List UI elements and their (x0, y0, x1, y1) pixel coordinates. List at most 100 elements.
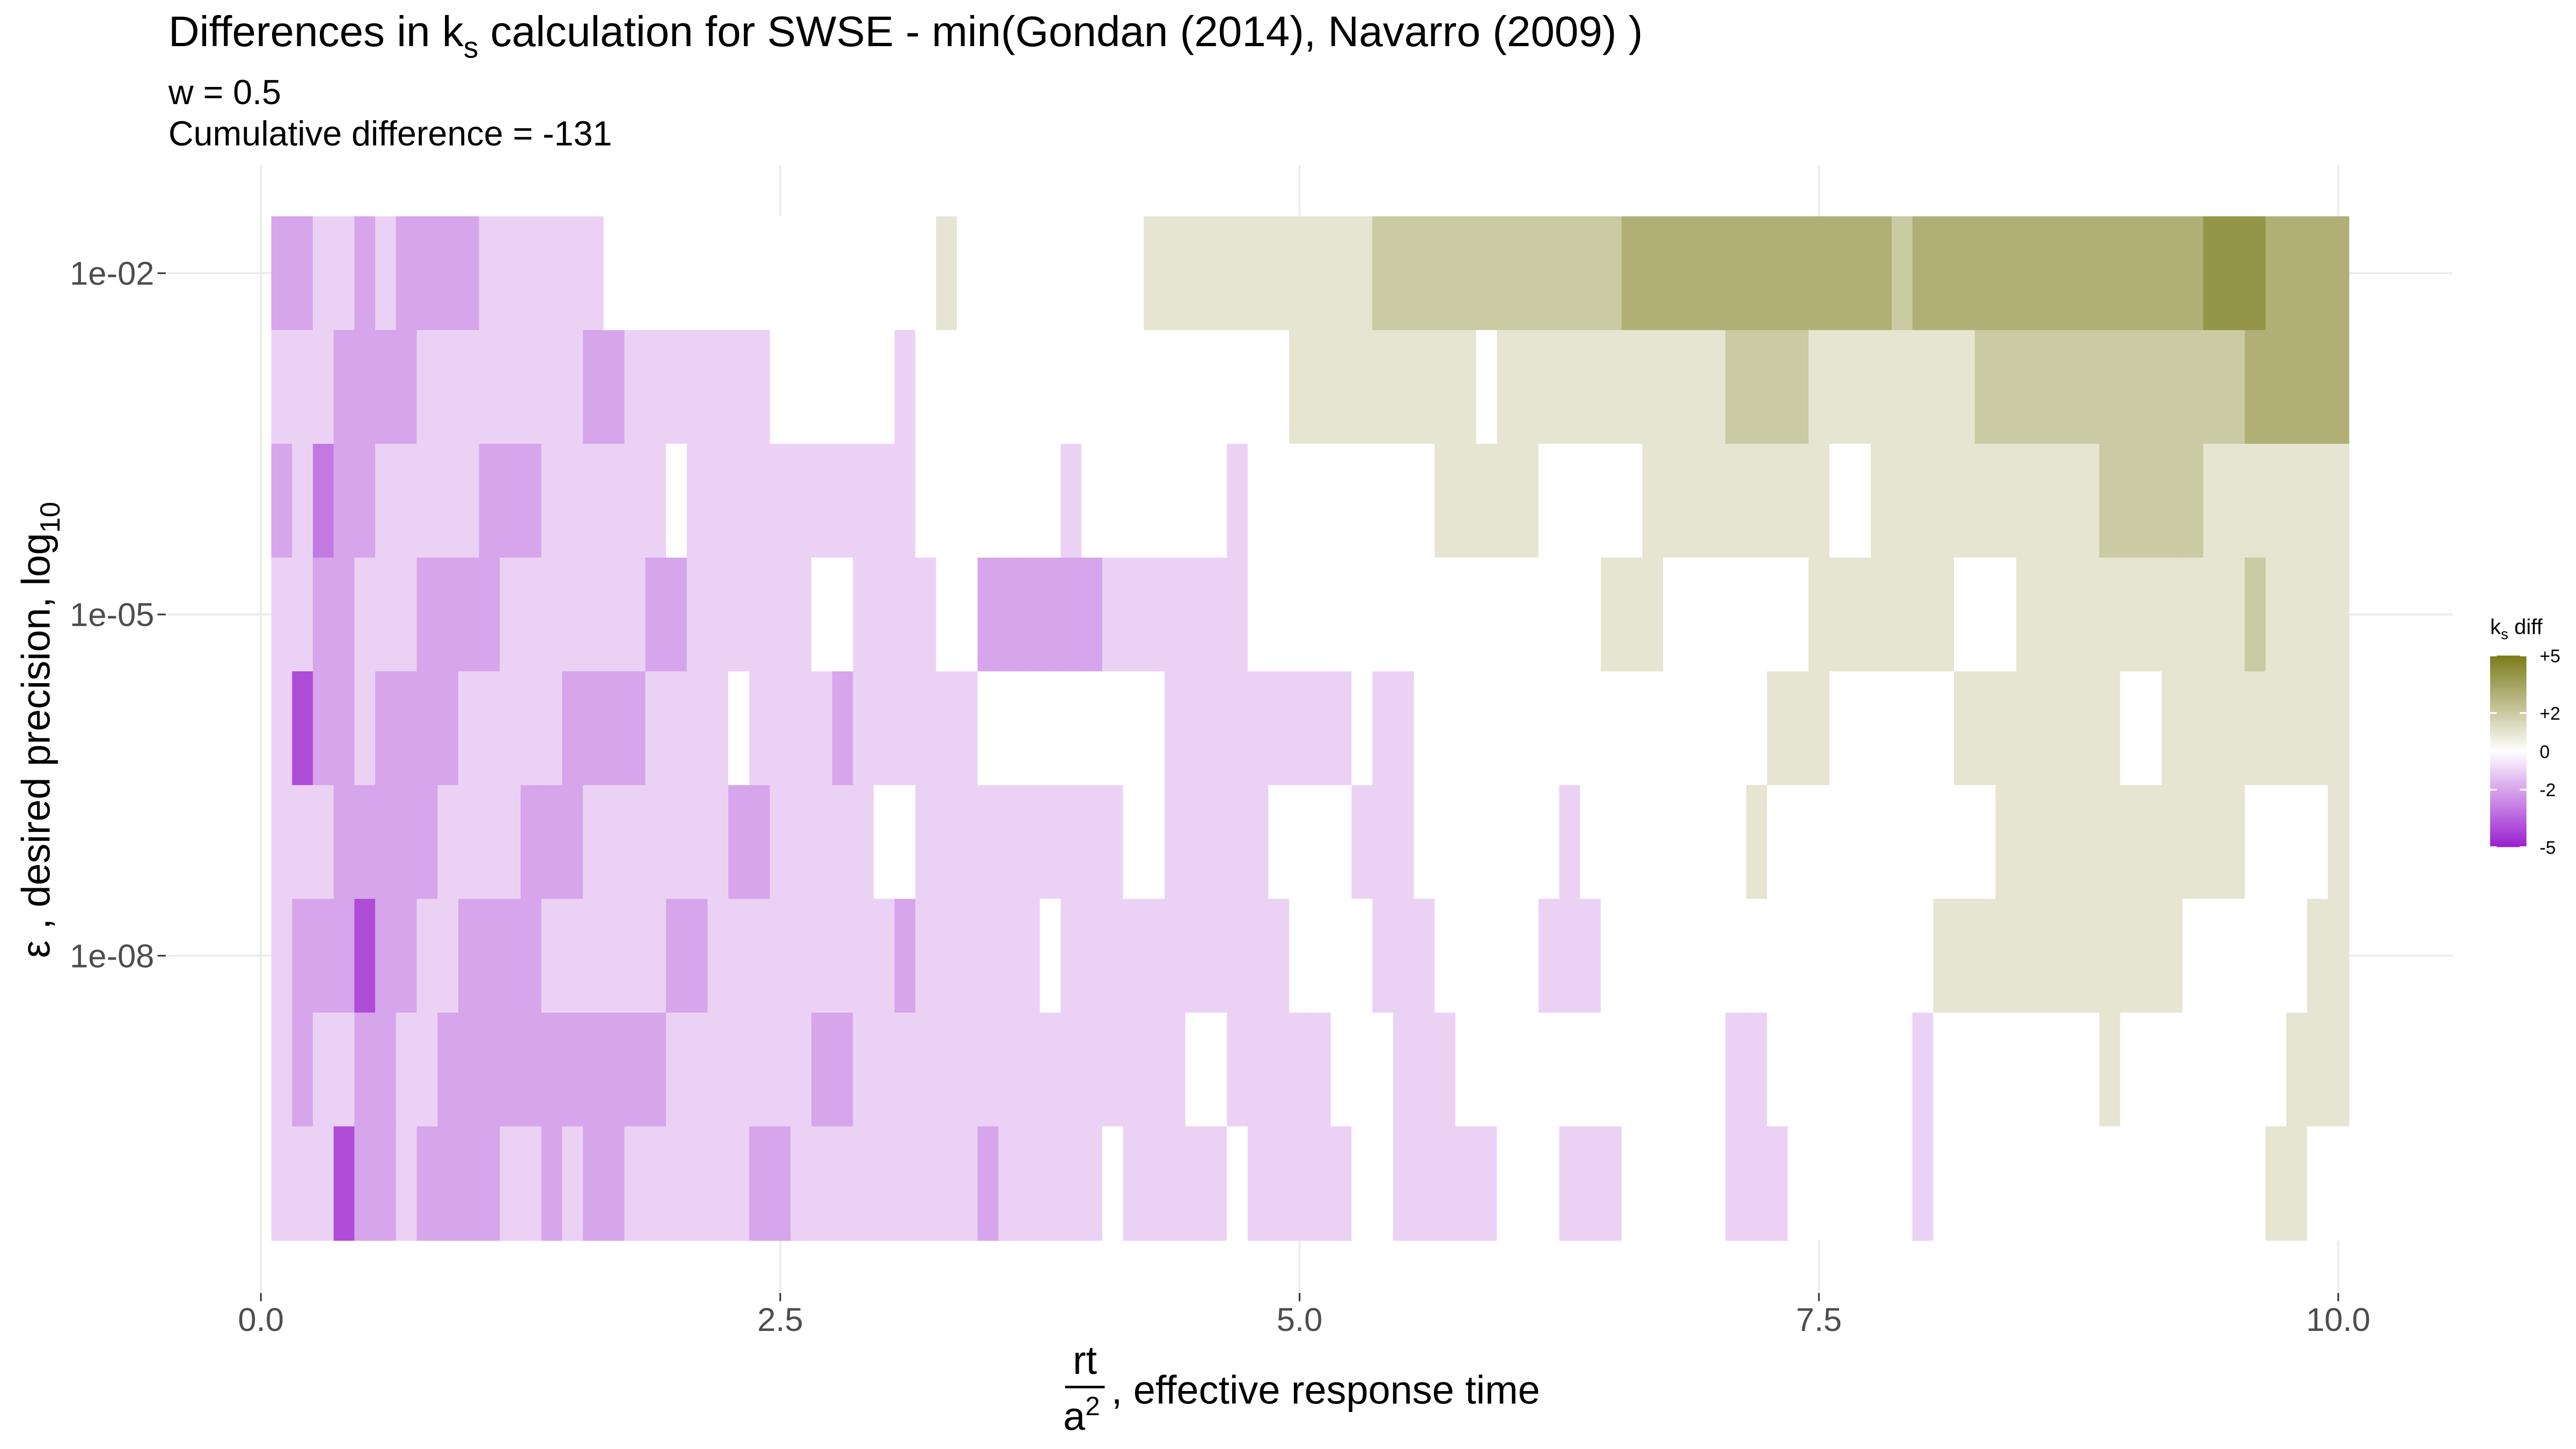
tile (1309, 444, 1331, 559)
tile (1891, 557, 1913, 672)
tile (1580, 216, 1602, 331)
tile (1330, 330, 1352, 445)
tile (1725, 557, 1747, 672)
tile (1704, 557, 1726, 672)
tile (354, 557, 376, 672)
tile (1393, 216, 1415, 331)
tile (2286, 557, 2308, 672)
tile (1330, 1126, 1352, 1241)
tile (1829, 785, 1851, 900)
tile (1060, 1012, 1082, 1128)
tile (2286, 898, 2308, 1014)
tile (624, 444, 646, 559)
tile (977, 1012, 999, 1128)
tile (2265, 216, 2287, 331)
tile (2161, 216, 2183, 331)
tile (1580, 330, 1602, 445)
tile (1497, 444, 1519, 559)
tile (1435, 1012, 1457, 1128)
tile (1725, 1012, 1747, 1128)
tile (1019, 1012, 1041, 1128)
tile (686, 330, 708, 445)
tile (832, 785, 854, 900)
tile (1393, 1126, 1415, 1241)
tile (1372, 1126, 1394, 1241)
tile (1185, 444, 1207, 559)
tile (998, 330, 1020, 445)
tile (977, 671, 999, 786)
tile (2141, 444, 2163, 559)
tile (1102, 330, 1124, 445)
tile (1102, 898, 1124, 1014)
tile (583, 1126, 605, 1241)
tile (1268, 444, 1290, 559)
tile (1414, 557, 1436, 672)
tile (2244, 785, 2266, 900)
tile (541, 216, 563, 331)
tile (2037, 785, 2059, 900)
x-tick-label: 10.0 (2306, 1301, 2370, 1338)
tile (915, 557, 937, 672)
tile (2016, 330, 2038, 445)
tile (1102, 216, 1124, 331)
tile (791, 330, 813, 445)
tile (770, 330, 792, 445)
tile (2161, 785, 2183, 900)
tile (1476, 1126, 1498, 1241)
tile (1351, 330, 1373, 445)
tile (728, 898, 750, 1014)
tile (2307, 216, 2329, 331)
tile (479, 1012, 501, 1128)
tile (2286, 785, 2308, 900)
tile (811, 785, 833, 900)
tile (2224, 1012, 2245, 1128)
tile (458, 898, 480, 1014)
tile (1538, 330, 1560, 445)
tile (894, 671, 916, 786)
tile (1268, 216, 1290, 331)
tile (1767, 557, 1789, 672)
tile (665, 557, 687, 672)
tile (1497, 671, 1519, 786)
tile (1206, 671, 1228, 786)
tile (1040, 557, 1062, 672)
tile (541, 898, 563, 1014)
tile (791, 216, 813, 331)
tile (1871, 444, 1892, 559)
tile (437, 330, 459, 445)
tile (2307, 671, 2329, 786)
tile (665, 444, 687, 559)
tile (2307, 557, 2329, 672)
tile (1247, 216, 1269, 331)
tile (1642, 898, 1664, 1014)
tile (915, 1012, 937, 1128)
tile (1227, 1012, 1249, 1128)
tile (1974, 557, 1996, 672)
tile (333, 785, 355, 900)
tile (437, 1012, 459, 1128)
tile (1206, 330, 1228, 445)
tile (645, 1012, 667, 1128)
tile (1060, 557, 1082, 672)
tile (998, 1012, 1020, 1128)
tile (832, 1126, 854, 1241)
tile (1351, 444, 1373, 559)
tile (791, 557, 813, 672)
tile (1953, 671, 1975, 786)
tile (1600, 216, 1622, 331)
tile (1559, 785, 1581, 900)
tile (2224, 898, 2245, 1014)
tile (645, 444, 667, 559)
tile (1850, 785, 1872, 900)
tile (521, 330, 542, 445)
tile (874, 330, 895, 445)
tile (2182, 1126, 2204, 1241)
tile (1725, 444, 1747, 559)
tile (1206, 1126, 1228, 1241)
tile (1497, 557, 1519, 672)
tile (2182, 330, 2204, 445)
tile (1600, 557, 1622, 672)
tile (416, 557, 438, 672)
tile (603, 444, 625, 559)
tile (1144, 898, 1166, 1014)
